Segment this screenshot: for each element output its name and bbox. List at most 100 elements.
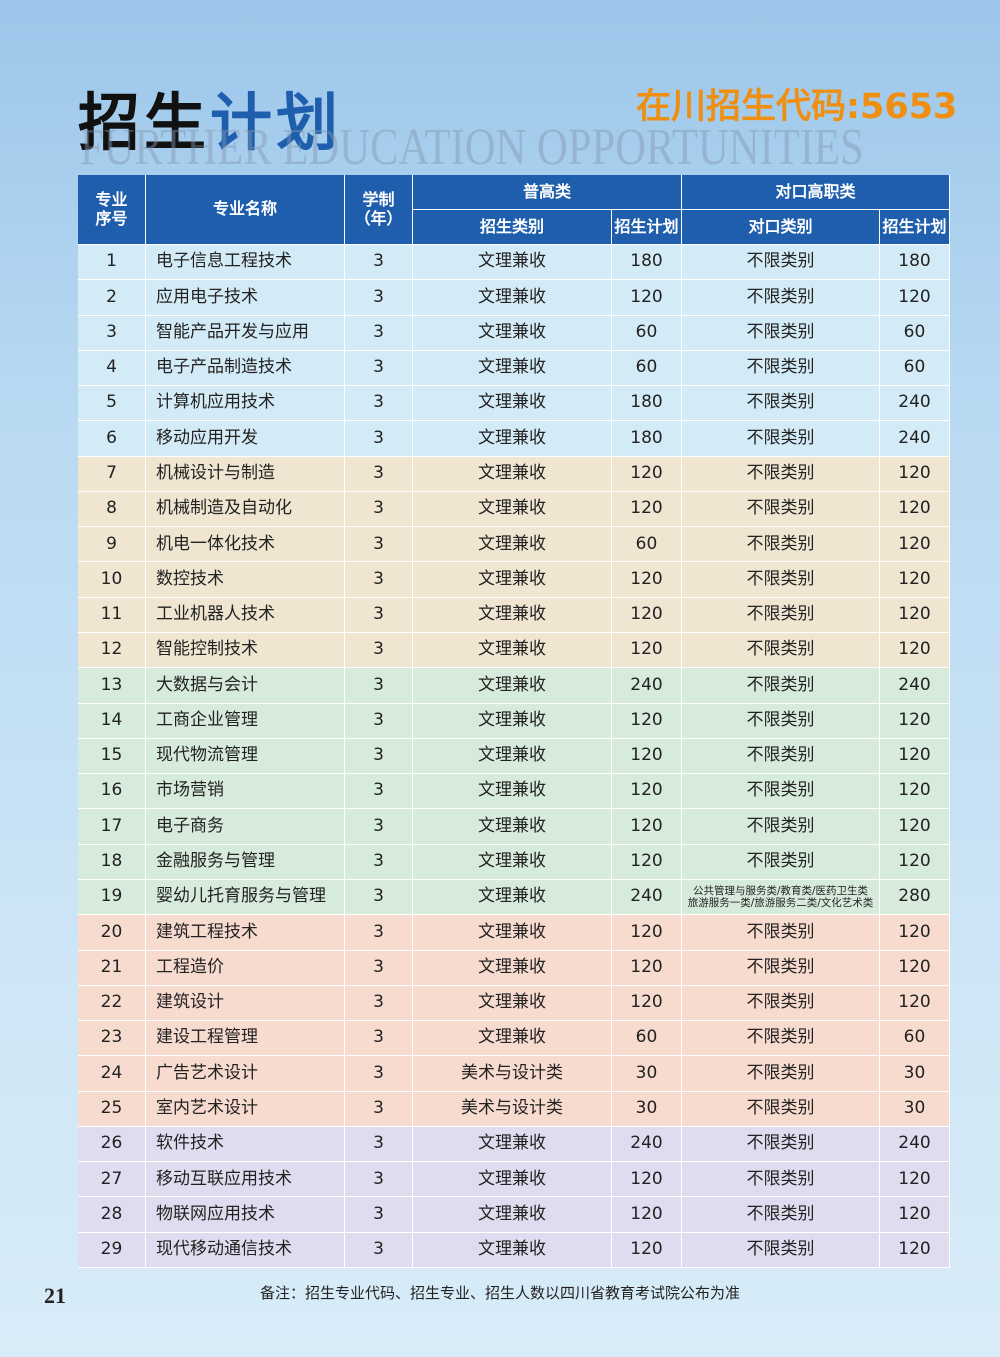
table-cell: 180 (612, 245, 682, 281)
table-cell: 文理兼收 (413, 421, 612, 457)
table-cell: 2 (78, 280, 146, 316)
table-cell: 120 (880, 738, 950, 775)
table-cell: 广告艺术设计 (146, 1056, 345, 1092)
table-cell: 3 (345, 844, 413, 880)
table-cell: 文理兼收 (413, 668, 612, 704)
table-cell: 不限类别 (682, 633, 880, 669)
cell-line: 专业 (95, 190, 128, 210)
table-cell: 13 (78, 668, 146, 704)
page-number: 21 (44, 1283, 66, 1308)
header-cell: 专业名称 (146, 175, 345, 245)
table-cell: 120 (880, 527, 950, 563)
table-cell: 120 (612, 1162, 682, 1198)
title-blue: 计划 (210, 86, 343, 159)
table-cell: 120 (612, 562, 682, 598)
table-cell: 文理兼收 (413, 280, 612, 316)
table-cell: 16 (78, 774, 146, 810)
table-cell: 婴幼儿托育服务与管理 (146, 879, 345, 916)
table-cell: 不限类别 (682, 738, 880, 775)
table-cell: 9 (78, 527, 146, 563)
table-cell: 智能控制技术 (146, 633, 345, 669)
cell-line: 学制 (362, 190, 395, 210)
table-cell: 文理兼收 (413, 950, 612, 986)
table-cell: 3 (345, 985, 413, 1022)
table-cell: 不限类别 (682, 1197, 880, 1233)
table-cell: 60 (612, 350, 682, 387)
table-cell: 3 (345, 703, 413, 739)
table-cell: 市场营销 (146, 774, 345, 810)
table-cell: 文理兼收 (413, 1197, 612, 1233)
header-cell: 招生计划 (612, 210, 682, 245)
table-cell: 3 (345, 915, 413, 951)
table-cell: 文理兼收 (413, 315, 612, 351)
table-cell: 移动互联应用技术 (146, 1162, 345, 1198)
table-cell: 240 (880, 421, 950, 457)
table-cell: 120 (612, 774, 682, 810)
table-cell: 文理兼收 (413, 633, 612, 669)
table-cell: 文理兼收 (413, 1021, 612, 1057)
table-cell: 120 (880, 915, 950, 951)
table-cell: 120 (612, 491, 682, 528)
table-cell: 机电一体化技术 (146, 527, 345, 563)
table-cell: 3 (345, 1197, 413, 1233)
table-cell: 3 (345, 597, 413, 634)
table-cell: 120 (612, 280, 682, 316)
table-cell: 120 (880, 1232, 950, 1268)
table-cell: 3 (345, 1232, 413, 1268)
table-cell: 公共管理与服务类/教育类/医药卫生类 旅游服务一类/旅游服务二类/文化艺术类 (682, 879, 880, 916)
table-cell: 文理兼收 (413, 915, 612, 951)
table-cell: 180 (612, 421, 682, 457)
table-cell: 30 (880, 1091, 950, 1127)
table-cell: 180 (612, 386, 682, 422)
table-cell: 应用电子技术 (146, 280, 345, 316)
table-cell: 工商企业管理 (146, 703, 345, 739)
table-cell: 3 (345, 774, 413, 810)
table-cell: 物联网应用技术 (146, 1197, 345, 1233)
table-cell: 3 (345, 1091, 413, 1127)
table-cell: 3 (345, 1021, 413, 1057)
footnote: 备注：招生专业代码、招生专业、招生人数以四川省教育考试院公布为准 (259, 1284, 740, 1302)
table-cell: 不限类别 (682, 562, 880, 598)
cell-line: 公共管理与服务类/教育类/医药卫生类 (692, 885, 869, 898)
table-cell: 文理兼收 (413, 386, 612, 422)
table-cell: 12 (78, 633, 146, 669)
table-cell: 不限类别 (682, 527, 880, 563)
table-cell: 智能产品开发与应用 (146, 315, 345, 351)
table-cell: 15 (78, 738, 146, 775)
table-cell: 3 (345, 245, 413, 281)
table-cell: 建筑工程技术 (146, 915, 345, 951)
table-cell: 14 (78, 703, 146, 739)
table-cell: 文理兼收 (413, 809, 612, 845)
table-cell: 120 (880, 703, 950, 739)
table-cell: 建设工程管理 (146, 1021, 345, 1057)
table-cell: 文理兼收 (413, 527, 612, 563)
table-cell: 不限类别 (682, 844, 880, 880)
table-cell: 文理兼收 (413, 597, 612, 634)
table-cell: 4 (78, 350, 146, 387)
table-cell: 30 (880, 1056, 950, 1092)
table-cell: 不限类别 (682, 1091, 880, 1127)
table-cell: 25 (78, 1091, 146, 1127)
table-cell: 10 (78, 562, 146, 598)
table-cell: 7 (78, 456, 146, 492)
table-cell: 60 (612, 1021, 682, 1057)
table-cell: 3 (345, 527, 413, 563)
table-cell: 120 (880, 985, 950, 1022)
table-cell: 3 (345, 1126, 413, 1163)
header-cell: 学制 （年） (345, 175, 413, 245)
table-cell: 60 (880, 350, 950, 387)
table-cell: 120 (612, 985, 682, 1022)
table-cell: 120 (612, 703, 682, 739)
table-cell: 120 (880, 562, 950, 598)
table-cell: 不限类别 (682, 421, 880, 457)
table-cell: 240 (612, 668, 682, 704)
table-cell: 120 (612, 809, 682, 845)
table-cell: 不限类别 (682, 1162, 880, 1198)
table-cell: 文理兼收 (413, 350, 612, 387)
table-cell: 3 (345, 738, 413, 775)
table-cell: 文理兼收 (413, 985, 612, 1022)
table-cell: 计算机应用技术 (146, 386, 345, 422)
table-cell: 不限类别 (682, 315, 880, 351)
table-cell: 120 (880, 491, 950, 528)
table-cell: 120 (612, 1197, 682, 1233)
